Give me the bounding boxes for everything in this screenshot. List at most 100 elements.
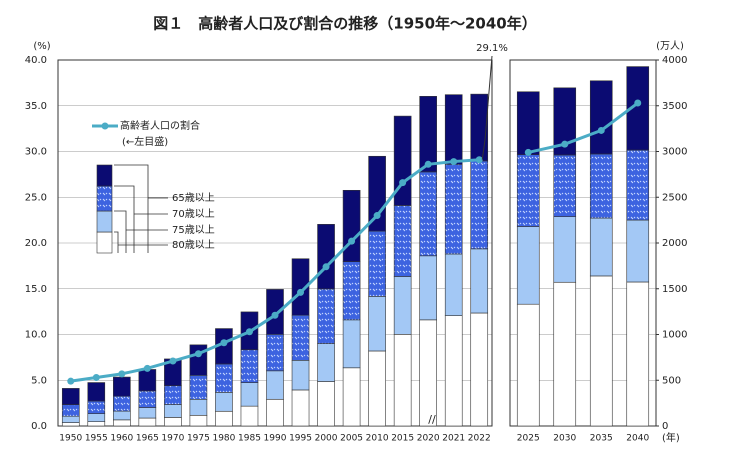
line-note: (←左目盛) xyxy=(122,135,168,148)
line-point xyxy=(561,140,569,148)
x-tick-label: 2025 xyxy=(517,434,540,444)
bar-segment xyxy=(368,350,386,427)
bar-segment xyxy=(215,392,233,412)
x-tick-label: 1995 xyxy=(289,434,312,444)
line-point xyxy=(220,339,228,347)
y2-unit: (万人) xyxy=(656,40,684,52)
bar-segment xyxy=(553,154,577,217)
bar-segment xyxy=(291,314,310,361)
legend-label: 75歳以上 xyxy=(172,224,215,236)
bar-segment xyxy=(516,154,540,227)
bar-segment xyxy=(138,417,157,427)
bar-segment xyxy=(393,276,412,335)
line xyxy=(527,101,639,154)
y2-tick-label: 0 xyxy=(662,421,668,432)
bar-segment xyxy=(61,404,80,417)
x-tick-label: 1950 xyxy=(59,434,82,444)
bar-segment xyxy=(444,164,463,255)
bar-segment xyxy=(266,334,284,372)
bar-segment xyxy=(215,363,233,393)
y-tick-label: 25.0 xyxy=(25,192,47,203)
bar-segment xyxy=(317,288,335,344)
y-tick-label: 5.0 xyxy=(31,375,47,386)
x-tick-label: 2005 xyxy=(340,434,363,444)
line-point xyxy=(424,160,432,168)
legend-marker xyxy=(101,122,109,130)
y2-tick-label: 500 xyxy=(662,375,681,386)
bar-segment xyxy=(553,87,577,156)
line-point xyxy=(475,156,483,164)
line-point xyxy=(271,311,279,319)
x-tick-label: 1965 xyxy=(136,434,159,444)
legend-swatch xyxy=(96,231,113,254)
legend-swatch xyxy=(96,210,113,233)
bar-segment xyxy=(419,171,437,257)
annotation-pointer xyxy=(481,55,493,160)
y-tick-label: 35.0 xyxy=(25,101,47,112)
bar-segment xyxy=(113,419,131,427)
bar-segment xyxy=(189,344,208,376)
bar-segment xyxy=(215,410,233,427)
legend-label: 高齢者人口の割合 xyxy=(120,119,200,132)
legend-bracket xyxy=(114,164,168,253)
legend-bracket xyxy=(114,231,168,253)
line-point xyxy=(322,263,330,271)
bar-segment xyxy=(240,405,259,427)
bar-segment xyxy=(393,334,412,427)
bar-segment xyxy=(113,376,131,397)
bar-segment xyxy=(189,375,208,400)
bar-segment xyxy=(164,417,182,427)
bar-segment xyxy=(444,315,463,427)
bar-segment xyxy=(444,253,463,316)
bar-segment xyxy=(291,258,310,316)
annotation: 29.1% xyxy=(476,43,508,54)
bar-segment xyxy=(113,410,131,421)
y-tick-label: 20.0 xyxy=(25,238,47,249)
bar-segment xyxy=(266,370,284,400)
legend-bracket xyxy=(114,210,168,253)
bar-segment xyxy=(470,160,489,250)
line-point xyxy=(143,364,151,372)
chart-title: 図１ 高齢者人口及び割合の推移（1950年～2040年） xyxy=(153,15,537,33)
x-tick-label: 1990 xyxy=(264,434,287,444)
y2-tick-label: 3000 xyxy=(662,147,687,158)
y-tick-label: 40.0 xyxy=(25,55,47,66)
bar-segment xyxy=(342,319,361,369)
line-point xyxy=(194,350,202,358)
bar-segment xyxy=(626,149,650,221)
bar-segment xyxy=(626,219,650,283)
y2-tick-label: 3500 xyxy=(662,101,687,112)
bar-segment xyxy=(470,248,489,314)
x-tick-label: 2035 xyxy=(590,434,613,444)
line-point xyxy=(245,328,253,336)
legend-swatch xyxy=(96,185,113,212)
x-tick-label: 1970 xyxy=(161,434,184,444)
x-tick-label: 2015 xyxy=(391,434,414,444)
x-tick-label: 2030 xyxy=(553,434,576,444)
bar-segment xyxy=(138,369,157,392)
bar-segment xyxy=(553,281,577,427)
y2-tick-label: 2500 xyxy=(662,192,687,203)
line-point xyxy=(524,148,532,156)
line-point xyxy=(118,370,126,378)
bar-segment xyxy=(589,275,613,427)
bar-segment xyxy=(189,398,208,416)
bar-segment xyxy=(87,382,106,402)
x-tick-label: 2000 xyxy=(315,434,338,444)
legend-label: 80歳以上 xyxy=(172,239,215,251)
bar-segment xyxy=(87,421,106,427)
y-tick-label: 10.0 xyxy=(25,330,47,341)
x-tick-label: 1985 xyxy=(238,434,261,444)
axis-break: // xyxy=(428,413,436,426)
bar-segment xyxy=(393,115,412,206)
line-point xyxy=(348,237,356,245)
x-tick-label: 2040 xyxy=(626,434,649,444)
bar-segment xyxy=(419,96,437,173)
bar-segment xyxy=(291,389,310,427)
bar-segment xyxy=(240,349,259,383)
bar-segment xyxy=(589,153,613,219)
line-point xyxy=(450,158,458,166)
bar-segment xyxy=(266,398,284,427)
bar-segment xyxy=(626,66,650,151)
